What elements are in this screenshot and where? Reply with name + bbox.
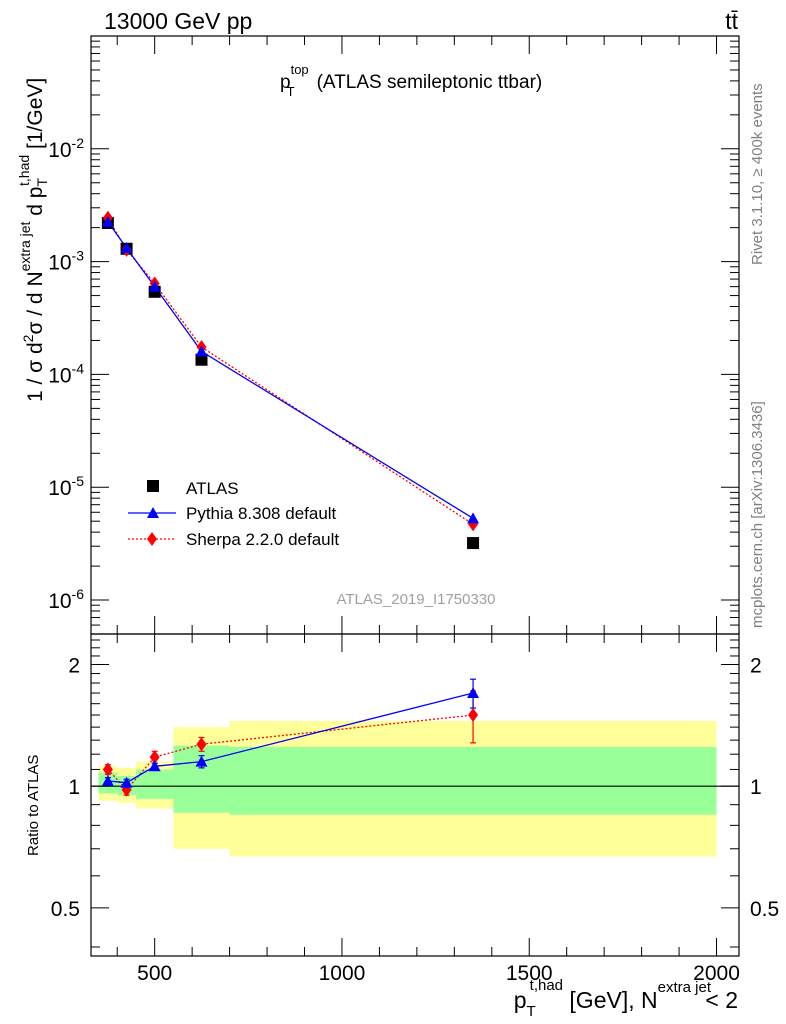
pythia-ratio-point: [101, 774, 114, 786]
x-tick-label: 2000: [693, 962, 740, 985]
mcplots-label: mcplots.cern.ch [arXiv:1306.3436]: [749, 401, 766, 628]
x-tick-label: 1500: [506, 962, 553, 985]
legend-sherpa-label: Sherpa 2.2.0 default: [186, 530, 339, 549]
sherpa-line: [107, 217, 474, 525]
atlas-point: [467, 537, 480, 550]
pythia-point: [120, 242, 133, 254]
y-tick-label-ratio-right: 2: [750, 655, 762, 678]
ratio-frame: [90, 633, 740, 957]
x-tick-label: 500: [137, 962, 172, 985]
atlas-point: [195, 353, 208, 366]
sherpa-ratio-point: [468, 708, 479, 723]
pythia-point: [467, 512, 480, 524]
pythia-ratio-point: [148, 760, 161, 772]
pythia-line: [107, 221, 474, 519]
y-axis-label-ratio: Ratio to ATLAS: [25, 755, 42, 856]
legend-pythia-label: Pythia 8.308 default: [186, 504, 337, 523]
plot-title: ptop T (ATLAS semileptonic ttbar): [280, 62, 542, 99]
y-tick-label-ratio-right: 0.5: [750, 898, 779, 921]
y-tick-label-main: 10-6: [48, 586, 84, 613]
y-tick-label-main: 10-3: [48, 248, 84, 275]
header-right: tt̄: [725, 8, 738, 34]
pythia-point: [101, 215, 114, 227]
y-tick-label-main: 10-2: [48, 135, 84, 162]
legend-sherpa-marker: [147, 532, 157, 546]
legend-atlas-label: ATLAS: [186, 479, 239, 498]
y-tick-label-main: 10-4: [48, 360, 84, 387]
y-tick-label-ratio: 0.5: [51, 898, 80, 921]
y-tick-label-main: 10-5: [48, 473, 84, 500]
main-panel: 10-2 10-3 10-4 10-5 10-6: [48, 35, 740, 635]
y-axis-label-main: 1 / σ d2σ / d Nextra jet d pTt,had [1/Ge…: [16, 78, 50, 402]
analysis-id: ATLAS_2019_I1750330: [336, 591, 495, 608]
sherpa-ratio-point: [102, 762, 113, 777]
x-tick-label: 1000: [319, 962, 366, 985]
header-left: 13000 GeV pp: [104, 8, 252, 34]
y-tick-label-ratio-right: 1: [750, 776, 762, 799]
uncertainty-band-green: [135, 769, 174, 799]
sherpa-ratio-point: [149, 750, 160, 765]
legend-atlas-marker: [147, 480, 159, 492]
pythia-point: [148, 280, 161, 292]
sherpa-ratio-point: [196, 737, 207, 752]
legend: ATLAS Pythia 8.308 default Sherpa 2.2.0 …: [128, 479, 339, 549]
ratio-panel: 500 1000 1500 2000 2 2 1 1 0.5 0.5: [51, 633, 779, 985]
legend-pythia-marker: [147, 507, 159, 518]
x-axis-label: pTt,had [GeV], Nextra jet < 2: [514, 977, 738, 1020]
uncertainty-band-green: [229, 747, 717, 815]
pythia-ratio-point: [120, 776, 133, 788]
pythia-point: [195, 345, 208, 357]
y-tick-label-ratio: 2: [68, 655, 80, 678]
pythia-ratio-point: [467, 687, 480, 699]
y-tick-label-ratio: 1: [68, 776, 80, 799]
rivet-label: Rivet 3.1.10, ≥ 400k events: [749, 83, 766, 265]
pythia-ratio-point: [195, 755, 208, 767]
